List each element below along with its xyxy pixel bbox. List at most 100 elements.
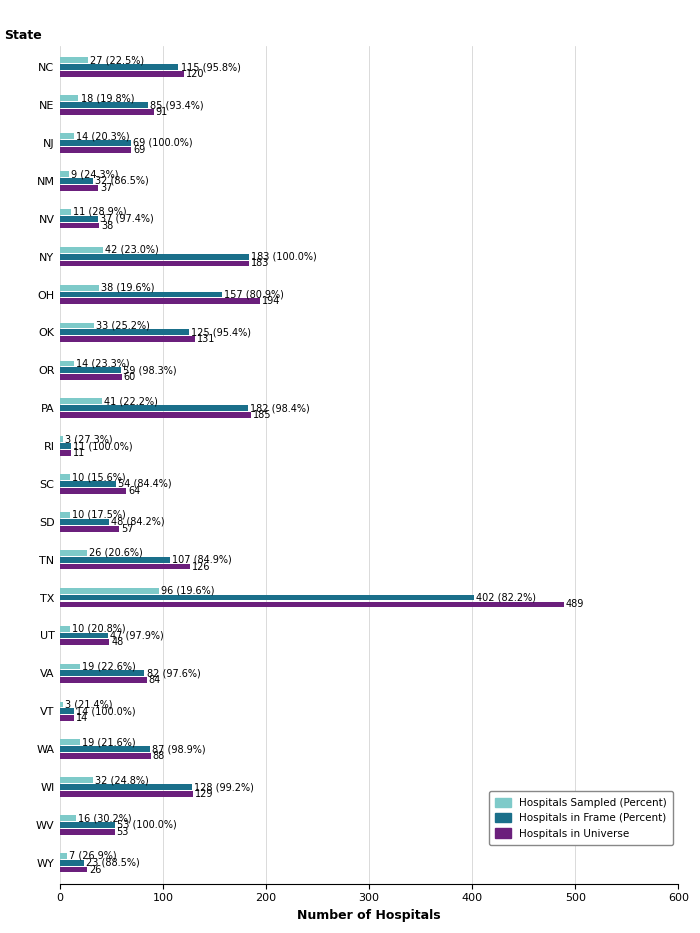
- Text: 48: 48: [111, 637, 124, 648]
- Text: 85 (93.4%): 85 (93.4%): [150, 100, 203, 110]
- Text: 60: 60: [124, 372, 136, 383]
- Bar: [60, 260, 248, 266]
- Text: 37 (97.4%): 37 (97.4%): [100, 214, 154, 224]
- Bar: [60, 746, 150, 752]
- Bar: [60, 708, 74, 714]
- Text: 64: 64: [128, 486, 140, 495]
- Text: 57: 57: [121, 523, 133, 534]
- Text: 33 (25.2%): 33 (25.2%): [96, 321, 150, 330]
- Bar: [60, 209, 71, 215]
- Bar: [60, 512, 70, 518]
- Bar: [60, 216, 98, 222]
- Bar: [60, 519, 109, 524]
- Bar: [60, 702, 63, 707]
- X-axis label: Number of Hospitals: Number of Hospitals: [298, 909, 441, 922]
- Text: 84: 84: [148, 675, 161, 685]
- Bar: [60, 171, 69, 177]
- Text: 88: 88: [153, 751, 165, 761]
- Text: 48 (84.2%): 48 (84.2%): [111, 517, 165, 527]
- Text: 41 (22.2%): 41 (22.2%): [104, 397, 158, 407]
- Text: 91: 91: [156, 107, 168, 117]
- Text: 14 (23.3%): 14 (23.3%): [76, 358, 130, 369]
- Bar: [60, 254, 248, 259]
- Bar: [60, 437, 63, 442]
- Bar: [60, 822, 115, 828]
- Text: 87 (98.9%): 87 (98.9%): [152, 745, 205, 754]
- Bar: [60, 64, 178, 70]
- Text: 54 (84.4%): 54 (84.4%): [118, 479, 172, 489]
- Bar: [60, 329, 189, 335]
- Bar: [60, 323, 94, 328]
- Bar: [60, 368, 121, 373]
- Bar: [60, 753, 150, 759]
- Bar: [60, 525, 119, 532]
- Text: 183: 183: [251, 258, 269, 269]
- Text: 14 (100.0%): 14 (100.0%): [76, 706, 136, 717]
- Bar: [60, 671, 144, 676]
- Text: 185: 185: [253, 410, 271, 420]
- Bar: [60, 71, 183, 77]
- Text: 59 (98.3%): 59 (98.3%): [122, 366, 176, 375]
- Bar: [60, 639, 109, 646]
- Bar: [60, 299, 260, 304]
- Text: 11 (100.0%): 11 (100.0%): [74, 441, 133, 451]
- Bar: [60, 740, 80, 745]
- Bar: [60, 109, 154, 115]
- Bar: [60, 829, 115, 835]
- Text: 489: 489: [566, 599, 584, 609]
- Text: 10 (20.8%): 10 (20.8%): [72, 623, 126, 634]
- Bar: [60, 488, 126, 494]
- Bar: [60, 146, 131, 153]
- Bar: [60, 58, 88, 63]
- Bar: [60, 336, 195, 342]
- Bar: [60, 867, 87, 872]
- Bar: [60, 557, 170, 563]
- Text: 53: 53: [117, 827, 129, 837]
- Text: 14: 14: [76, 713, 89, 723]
- Bar: [60, 360, 74, 367]
- Text: 19 (22.6%): 19 (22.6%): [82, 661, 135, 672]
- Text: 107 (84.9%): 107 (84.9%): [172, 555, 232, 564]
- Text: 82 (97.6%): 82 (97.6%): [146, 668, 200, 678]
- Bar: [60, 450, 71, 455]
- Bar: [60, 443, 71, 449]
- Text: 53 (100.0%): 53 (100.0%): [117, 820, 176, 829]
- Text: 120: 120: [186, 69, 204, 79]
- Bar: [60, 285, 99, 290]
- Text: 11: 11: [74, 448, 85, 458]
- Bar: [60, 784, 192, 790]
- Bar: [60, 405, 248, 411]
- Bar: [60, 474, 70, 480]
- Bar: [60, 185, 98, 190]
- Bar: [60, 481, 116, 487]
- Text: 96 (19.6%): 96 (19.6%): [161, 586, 214, 596]
- Text: 126: 126: [192, 562, 211, 572]
- Text: 38: 38: [102, 220, 113, 230]
- Bar: [60, 103, 148, 108]
- Text: 128 (99.2%): 128 (99.2%): [194, 782, 254, 792]
- Text: 26: 26: [89, 865, 102, 874]
- Bar: [60, 791, 193, 797]
- Text: 42 (23.0%): 42 (23.0%): [105, 244, 159, 255]
- Text: 115 (95.8%): 115 (95.8%): [181, 63, 240, 72]
- Bar: [60, 588, 159, 593]
- Text: 37: 37: [100, 183, 113, 193]
- Text: 10 (17.5%): 10 (17.5%): [72, 510, 126, 520]
- Bar: [60, 564, 190, 569]
- Bar: [60, 860, 83, 866]
- Text: 14 (20.3%): 14 (20.3%): [76, 132, 130, 141]
- Bar: [60, 677, 146, 683]
- Text: 3 (27.3%): 3 (27.3%): [65, 434, 113, 444]
- Text: 9 (24.3%): 9 (24.3%): [71, 169, 119, 179]
- Text: 47 (97.9%): 47 (97.9%): [111, 631, 164, 640]
- Text: 131: 131: [197, 334, 216, 344]
- Text: 27 (22.5%): 27 (22.5%): [90, 55, 144, 65]
- Bar: [60, 626, 70, 632]
- Text: 183 (100.0%): 183 (100.0%): [251, 252, 316, 261]
- Text: 69: 69: [133, 145, 146, 155]
- Bar: [60, 412, 251, 418]
- Text: 157 (80.9%): 157 (80.9%): [224, 289, 284, 299]
- Text: 23 (88.5%): 23 (88.5%): [85, 857, 139, 868]
- Bar: [60, 178, 93, 184]
- Text: 182 (98.4%): 182 (98.4%): [250, 403, 309, 413]
